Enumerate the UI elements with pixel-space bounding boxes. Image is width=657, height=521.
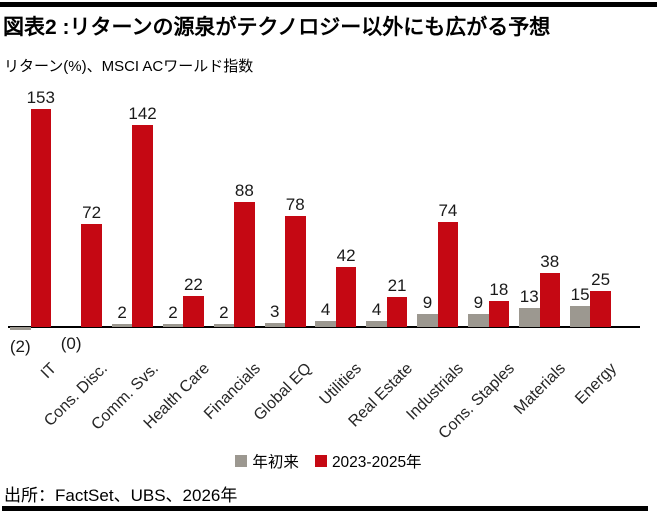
bar-ytd-health-care: [162, 324, 184, 327]
value-label-ytd-energy: 15: [570, 284, 590, 304]
bar-ytd-it: [10, 327, 31, 330]
top-rule: [0, 2, 657, 7]
value-label-ytd-cons-staples: 9: [473, 293, 484, 313]
bar-ytd-global-eq: [264, 322, 285, 327]
chart-title: 図表2 :リターンの源泉がテクノロジー以外にも広がる予想: [3, 16, 551, 39]
legend-label-forecast: 2023-2025年: [331, 454, 422, 471]
value-label-forecast-energy: 25: [591, 270, 611, 290]
chart-subtitle: リターン(%)、MSCI ACワールド指数: [4, 58, 254, 75]
value-label-ytd-it: (2): [9, 336, 31, 356]
value-label-ytd-health-care: 2: [168, 303, 178, 323]
bar-forecast-utilities: [335, 267, 357, 327]
legend-swatch-ytd: [235, 455, 248, 467]
bar-forecast-global-eq: [285, 215, 306, 327]
value-label-forecast-financials: 88: [234, 180, 254, 200]
bar-forecast-industrials: [437, 221, 459, 327]
bar-forecast-cons-disc: [81, 224, 102, 327]
value-label-forecast-it: 153: [26, 87, 55, 107]
bar-ytd-materials: [519, 308, 540, 327]
value-label-ytd-financials: 2: [219, 303, 229, 323]
value-label-ytd-global-eq: 3: [270, 301, 280, 321]
bar-ytd-utilities: [315, 321, 336, 327]
value-label-forecast-industrials: 74: [438, 200, 458, 220]
value-label-ytd-cons-disc: (0): [60, 334, 82, 353]
value-label-forecast-cons-staples: 18: [489, 280, 509, 300]
value-label-forecast-health-care: 22: [183, 274, 203, 294]
legend-label-ytd: 年初来: [252, 454, 299, 471]
value-label-forecast-global-eq: 78: [285, 194, 305, 214]
value-label-forecast-cons-disc: 72: [82, 203, 102, 223]
bar-forecast-health-care: [183, 295, 204, 327]
bar-forecast-comm-svs: [132, 124, 153, 327]
bar-ytd-energy: [569, 305, 591, 327]
value-label-forecast-utilities: 42: [336, 246, 356, 266]
bar-forecast-cons-staples: [488, 301, 510, 327]
legend-item-ytd: 年初来: [235, 450, 299, 472]
bar-forecast-financials: [234, 201, 255, 327]
legend-item-forecast: 2023-2025年: [314, 450, 422, 472]
value-label-ytd-utilities: 4: [320, 300, 331, 320]
bar-ytd-industrials: [417, 314, 438, 327]
bar-forecast-materials: [539, 272, 560, 327]
bar-ytd-comm-svs: [111, 324, 133, 327]
bottom-rule: [2, 506, 648, 511]
legend-swatch-forecast: [314, 455, 327, 467]
bar-forecast-real-estate: [386, 297, 408, 327]
bar-forecast-energy: [590, 291, 611, 327]
value-label-ytd-real-estate: 4: [371, 300, 382, 320]
value-label-forecast-real-estate: 21: [387, 276, 407, 296]
source-note: 出所：FactSet、UBS、2026年: [4, 486, 238, 505]
bar-ytd-real-estate: [366, 321, 387, 327]
x-axis-line: [8, 326, 640, 328]
bar-ytd-cons-staples: [468, 314, 489, 327]
value-label-ytd-comm-svs: 2: [117, 303, 127, 323]
bar-forecast-it: [30, 108, 51, 327]
value-label-ytd-industrials: 9: [422, 293, 433, 313]
legend: 年初来 2023-2025年: [0, 451, 657, 471]
bar-ytd-financials: [213, 324, 235, 327]
value-label-ytd-materials: 13: [519, 287, 539, 307]
value-label-forecast-comm-svs: 142: [128, 103, 157, 123]
value-label-forecast-materials: 38: [540, 251, 560, 271]
